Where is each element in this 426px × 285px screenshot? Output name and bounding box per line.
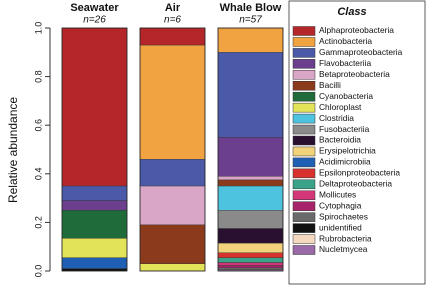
bar-segment	[61, 200, 128, 211]
legend-label: Nucletmycea	[319, 244, 368, 254]
category-subtitle: n=26	[83, 15, 106, 26]
legend-swatch	[292, 234, 316, 244]
legend-label: Betaproteobacteria	[319, 69, 390, 79]
bar-segment	[217, 137, 284, 177]
bar-segment	[139, 263, 206, 272]
legend-label: Rubrobacteria	[319, 233, 372, 243]
bar-outline	[61, 27, 128, 272]
bar-segment	[139, 44, 206, 160]
category-subtitle: n=57	[239, 15, 262, 26]
legend-label: unidentified	[319, 222, 362, 232]
legend-label: Epsilonproteobacteria	[319, 168, 400, 178]
bar-segment	[139, 27, 206, 46]
bar-segment	[217, 265, 284, 269]
legend-swatch	[292, 135, 316, 146]
legend-swatch	[292, 223, 316, 233]
legend-swatch	[292, 124, 316, 135]
legend-label: Fusobacteriia	[319, 124, 370, 134]
category-label: Seawater	[70, 2, 119, 14]
legend-swatch	[292, 37, 316, 47]
legend-label: Deltaproteobacteria	[319, 179, 392, 189]
bar-segment	[217, 262, 284, 266]
bar-segment	[217, 267, 284, 270]
bar-segment	[217, 185, 284, 211]
legend-label: Bacteroidia	[319, 135, 361, 145]
y-tick-label: 0.4	[33, 168, 43, 181]
bar-segment	[139, 159, 206, 187]
legend-swatch	[292, 146, 316, 157]
y-tick-label: 0.2	[33, 216, 43, 229]
y-tick-label: 0.0	[33, 265, 43, 278]
legend-label: Chloroplast	[319, 102, 362, 112]
bar-segment	[61, 257, 128, 269]
bar-segment	[61, 237, 128, 258]
legend-label: Spirochaetes	[319, 211, 368, 221]
y-axis-label: Relative abundance	[6, 97, 20, 203]
bar-segment	[217, 27, 284, 53]
legend-swatch	[292, 81, 316, 91]
legend-label: Gammaproteobacteria	[319, 47, 403, 57]
y-tick-label: 0.8	[33, 70, 43, 83]
legend-label: Cyanobacteria	[319, 91, 373, 101]
legend-label: Cytophagia	[319, 200, 362, 210]
bar-segment	[217, 210, 284, 229]
legend-label: Flavobacteriia	[319, 58, 371, 68]
bar-segment	[217, 176, 284, 181]
legend-swatch	[292, 168, 316, 179]
legend-label: Erysipelotrichia	[319, 146, 376, 156]
legend-swatch	[292, 201, 316, 211]
legend-label: Acidimicrobiia	[319, 157, 371, 167]
legend-swatch	[292, 48, 316, 58]
bar-segment	[217, 179, 284, 187]
legend-swatch	[292, 157, 316, 168]
legend-swatch	[292, 91, 316, 102]
legend-label: Actinobacteria	[319, 36, 372, 46]
legend-label: Clostridia	[319, 113, 354, 123]
bar-segment	[139, 185, 206, 226]
bar-segment	[139, 224, 206, 264]
legend-swatch	[292, 212, 316, 222]
legend-box	[288, 0, 426, 285]
bar-outline	[139, 27, 206, 272]
bar-segment	[217, 252, 284, 258]
bar-segment	[61, 185, 128, 201]
y-tick-label: 0.6	[33, 119, 43, 132]
legend-swatch	[292, 70, 316, 80]
bar-segment	[217, 228, 284, 244]
legend-label: Alphaproteobacteria	[319, 25, 394, 35]
legend-swatch	[292, 102, 316, 113]
legend-swatch	[292, 245, 316, 255]
legend-swatch	[292, 113, 316, 124]
legend-label: Bacilli	[319, 80, 341, 90]
bar-segment	[61, 210, 128, 239]
bar-segment	[217, 52, 284, 138]
bar-segment	[61, 27, 128, 187]
legend-swatch	[292, 190, 316, 200]
category-label: Whale Blow	[220, 2, 282, 14]
legend-swatch	[292, 179, 316, 190]
legend-swatch	[292, 59, 316, 69]
legend-swatch	[292, 26, 316, 36]
bar-segment	[217, 242, 284, 253]
y-tick-label: 1.0	[33, 22, 43, 35]
bar-segment	[217, 257, 284, 263]
category-label: Air	[165, 2, 181, 14]
legend-title: Class	[337, 6, 366, 18]
category-subtitle: n=6	[164, 15, 181, 26]
legend-label: Mollicutes	[319, 189, 356, 199]
bar-outline	[217, 27, 284, 272]
